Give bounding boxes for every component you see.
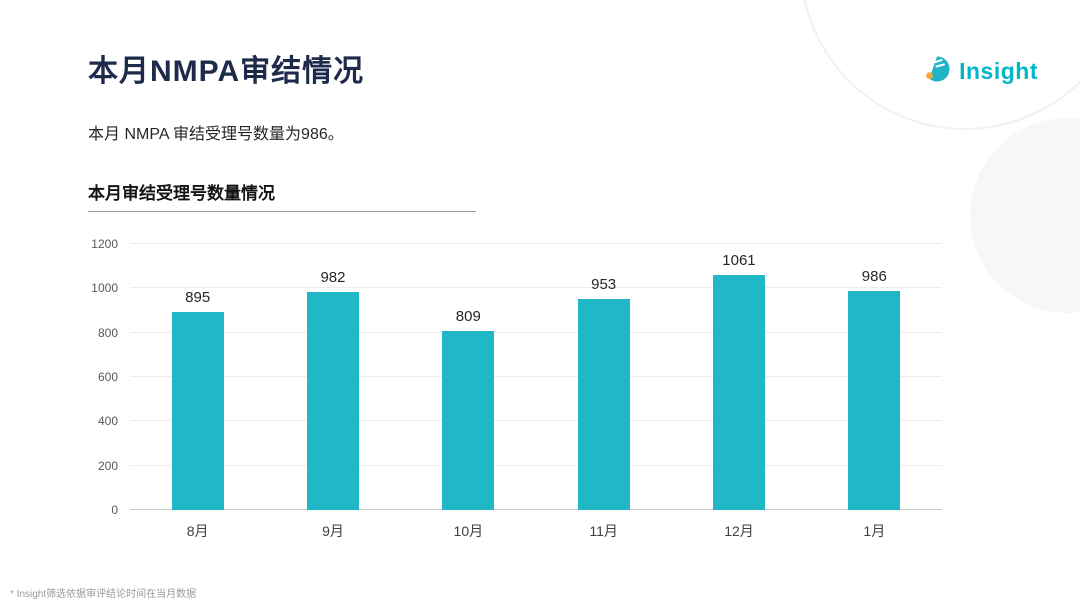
x-tick-label: 11月 (589, 523, 618, 539)
y-axis: 0 200 400 600 800 1000 1200 (88, 237, 130, 517)
insight-logo: Insight (922, 54, 1038, 89)
gridline (130, 376, 942, 377)
x-tick-label: 10月 (453, 523, 484, 539)
bar-value-label: 809 (455, 307, 481, 325)
chart-title: 本月审结受理号数量情况 (88, 184, 275, 203)
bar-chart: 0 200 400 600 800 1000 1200 895 982 809 953 1061 98… (88, 237, 942, 541)
x-axis: 8月 9月 10月 11月 12月 1月 (130, 521, 942, 541)
bar-value-label: 986 (861, 268, 887, 286)
insight-logo-text: Insight (959, 58, 1038, 84)
decorative-circle (970, 118, 1080, 313)
gridline (130, 331, 942, 333)
bar-group: 986 (807, 244, 942, 510)
y-tick-label: 600 (97, 370, 118, 384)
bar-group: 953 (536, 244, 671, 510)
bar-value-label: 895 (185, 288, 211, 306)
page-title: 本月NMPA审结情况 (88, 55, 365, 88)
x-tick-label: 1月 (863, 523, 886, 539)
bar-group: 895 (130, 244, 265, 510)
bar-value-label: 953 (591, 275, 617, 293)
gridline (130, 464, 942, 466)
bar (171, 311, 224, 510)
insight-bird-icon (922, 54, 952, 89)
chart-title-underline (88, 211, 476, 212)
y-tick-label: 0 (111, 503, 118, 517)
bar (442, 330, 495, 510)
y-tick-label: 200 (97, 458, 118, 473)
bar-value-label: 982 (320, 269, 346, 287)
y-tick-label: 800 (97, 325, 118, 340)
y-tick-label: 1000 (91, 281, 118, 296)
bars: 895 982 809 953 1061 986 (130, 244, 942, 510)
bar (712, 274, 765, 510)
x-axis-baseline (130, 509, 942, 510)
subtitle: 本月 NMPA 审结受理号数量为986。 (88, 126, 344, 143)
plot-area: 895 982 809 953 1061 986 (130, 243, 942, 510)
header: 本月NMPA审结情况 Insight (88, 46, 1038, 90)
bar-group: 1061 (671, 244, 806, 510)
bar-group: 982 (265, 244, 400, 510)
bar (577, 298, 630, 510)
footnote: * Insight筛选依据审评结论时间在当月数据 (10, 589, 197, 600)
bar-group: 809 (401, 244, 536, 510)
gridline (130, 287, 942, 289)
bar (306, 292, 359, 510)
y-tick-label: 1200 (91, 237, 118, 251)
bar (848, 291, 901, 510)
x-tick-label: 9月 (322, 523, 344, 539)
x-tick-label: 8月 (186, 523, 209, 539)
x-tick-label: 12月 (724, 523, 754, 539)
gridline (130, 243, 942, 244)
gridline (130, 420, 942, 422)
bar-value-label: 1061 (722, 251, 756, 269)
y-tick-label: 400 (97, 414, 118, 429)
